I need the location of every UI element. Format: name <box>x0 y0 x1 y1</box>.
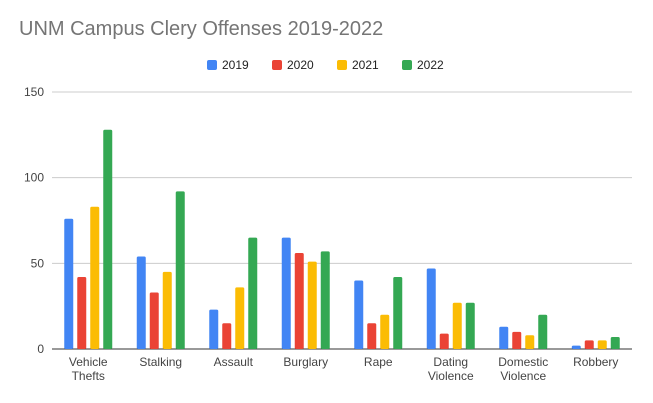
bar <box>235 287 245 349</box>
legend-label: 2022 <box>417 58 444 72</box>
bar <box>175 191 185 349</box>
legend-label: 2020 <box>287 58 314 72</box>
bar <box>77 277 87 349</box>
bar <box>367 323 377 349</box>
bar <box>499 326 509 349</box>
bar <box>281 237 291 349</box>
x-tick-label: Vehicle Thefts <box>69 355 108 383</box>
legend-label: 2019 <box>222 58 249 72</box>
bar <box>597 340 607 349</box>
bar <box>307 261 317 349</box>
bar <box>393 277 403 349</box>
y-tick-label: 150 <box>24 85 44 99</box>
y-tick-label: 0 <box>37 342 44 356</box>
bar <box>512 331 522 349</box>
bar <box>222 323 232 349</box>
bar <box>320 251 330 349</box>
x-tick-label: Burglary <box>283 355 328 369</box>
x-axis-ticks: Vehicle Thefts Stalking Assault Burglary Rape… <box>69 355 619 383</box>
y-axis-ticks: 0 50 100 150 <box>24 85 44 356</box>
legend-item-2021: 2021 <box>337 58 379 72</box>
bar <box>162 271 172 349</box>
legend-swatch <box>272 60 282 70</box>
bar <box>538 314 548 349</box>
bar <box>136 256 146 349</box>
x-tick-label: Stalking <box>139 355 182 369</box>
x-tick-label: Robbery <box>573 355 618 369</box>
series-2019 <box>64 218 581 349</box>
legend-swatch <box>207 60 217 70</box>
legend-swatch <box>337 60 347 70</box>
gridlines <box>52 91 632 350</box>
bar <box>465 302 475 349</box>
bar <box>354 280 364 349</box>
bar <box>571 345 581 349</box>
x-tick-label: Domestic Violence <box>498 355 548 383</box>
legend-swatch <box>402 60 412 70</box>
legend: 2019 2020 2021 2022 <box>207 58 444 72</box>
chart-title: UNM Campus Clery Offenses 2019-2022 <box>19 18 384 40</box>
series-2022 <box>103 129 620 349</box>
legend-item-2020: 2020 <box>272 58 314 72</box>
legend-item-2019: 2019 <box>207 58 249 72</box>
legend-item-2022: 2022 <box>402 58 444 72</box>
bar <box>426 268 436 349</box>
x-tick-label: Dating Violence <box>428 355 474 383</box>
bar <box>209 309 219 349</box>
bar <box>90 206 100 349</box>
bar <box>380 314 390 349</box>
x-tick-label: Rape <box>364 355 393 369</box>
y-tick-label: 100 <box>24 171 44 185</box>
bar <box>584 340 594 349</box>
bar <box>64 218 74 349</box>
bar <box>439 333 449 349</box>
x-tick-label: Assault <box>214 355 254 369</box>
bar <box>525 335 535 349</box>
bars <box>64 129 620 349</box>
bar <box>248 237 258 349</box>
series-2020 <box>77 253 594 349</box>
series-2021 <box>90 206 607 349</box>
bar <box>610 337 620 349</box>
bar <box>452 302 462 349</box>
y-tick-label: 50 <box>31 256 45 270</box>
legend-label: 2021 <box>352 58 379 72</box>
bar <box>149 292 159 349</box>
bar <box>103 129 113 349</box>
bar <box>294 253 304 349</box>
